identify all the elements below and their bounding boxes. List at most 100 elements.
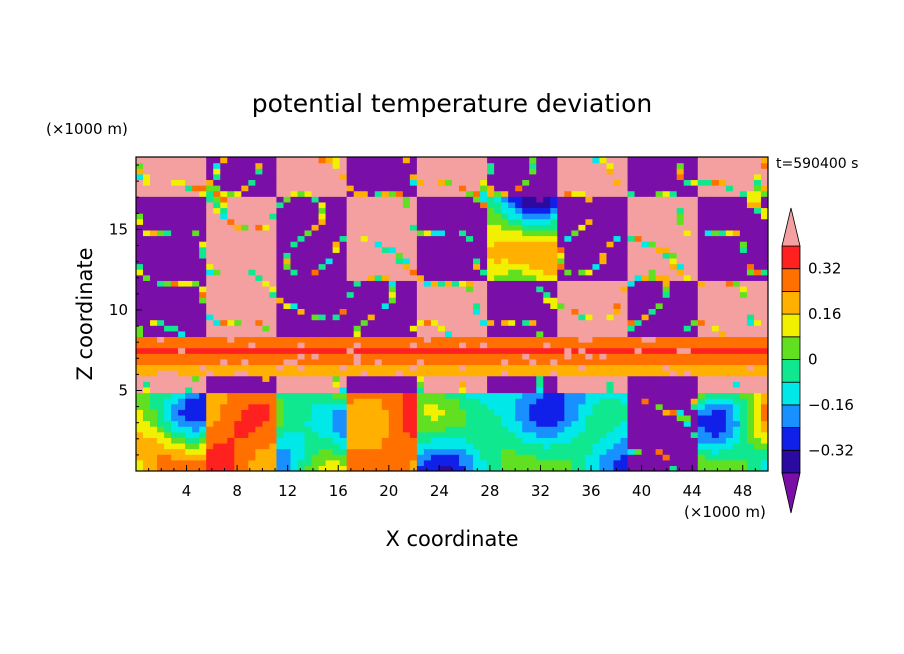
field-cell: [592, 353, 601, 360]
field-cell: [374, 213, 383, 220]
field-cell: [276, 364, 285, 371]
field-cell: [739, 414, 748, 422]
field-cell: [248, 442, 256, 450]
field-cell: [213, 409, 221, 416]
field-cell: [550, 246, 558, 253]
field-cell: [529, 381, 537, 388]
field-cell: [529, 353, 537, 360]
field-cell: [395, 190, 404, 197]
field-cell: [557, 319, 565, 326]
field-cell: [430, 364, 439, 371]
field-cell: [353, 459, 362, 466]
field-cell: [683, 370, 692, 377]
field-cell: [683, 414, 692, 422]
field-cell: [157, 336, 165, 343]
field-cell: [297, 437, 306, 444]
field-cell: [662, 392, 671, 399]
field-cell: [697, 229, 706, 237]
field-cell: [536, 207, 544, 214]
field-cell: [690, 336, 699, 343]
field-cell: [669, 431, 678, 438]
field-cell: [655, 207, 664, 214]
field-cell: [515, 252, 523, 259]
field-cell: [536, 442, 544, 450]
field-cell: [599, 414, 608, 422]
field-cell: [339, 291, 348, 298]
field-cell: [360, 185, 369, 192]
field-cell: [690, 459, 699, 466]
field-cell: [381, 364, 390, 371]
field-cell: [150, 330, 158, 338]
field-cell: [185, 370, 193, 377]
field-cell: [613, 403, 622, 410]
field-cell: [353, 173, 362, 181]
field-cell: [578, 173, 587, 181]
field-cell: [332, 280, 341, 287]
field-cell: [508, 386, 516, 394]
field-cell: [388, 353, 397, 360]
field-cell: [283, 257, 292, 265]
field-cell: [473, 358, 481, 366]
field-cell: [416, 353, 425, 360]
field-cell: [536, 179, 544, 186]
field-cell: [157, 347, 165, 354]
field-cell: [466, 398, 474, 405]
field-cell: [648, 364, 657, 371]
field-cell: [473, 414, 481, 422]
field-cell: [508, 420, 516, 427]
field-cell: [171, 454, 179, 461]
field-cell: [557, 179, 565, 186]
field-cell: [508, 162, 516, 169]
field-cell: [423, 213, 432, 220]
field-cell: [234, 224, 242, 231]
field-cell: [501, 280, 509, 287]
field-cell: [599, 207, 608, 214]
field-cell: [437, 358, 446, 366]
field-cell: [332, 252, 341, 259]
field-cell: [150, 229, 158, 237]
field-cell: [332, 370, 341, 377]
field-cell: [732, 319, 741, 326]
field-cell: [178, 179, 186, 186]
field-cell: [199, 229, 207, 237]
field-cell: [402, 201, 411, 209]
field-cell: [473, 375, 481, 382]
field-cell: [430, 420, 439, 427]
field-cell: [346, 426, 355, 433]
field-cell: [325, 179, 334, 186]
field-cell: [178, 235, 186, 242]
field-cell: [550, 218, 558, 225]
field-cell: [255, 235, 263, 242]
field-cell: [388, 218, 397, 225]
field-cell: [550, 454, 558, 461]
field-cell: [325, 381, 334, 388]
field-cell: [515, 229, 523, 237]
field-cell: [697, 398, 706, 405]
field-cell: [683, 347, 692, 354]
field-cell: [192, 291, 200, 298]
field-cell: [459, 465, 467, 471]
field-cell: [402, 285, 411, 293]
field-cell: [353, 342, 362, 349]
field-cell: [690, 398, 699, 405]
field-cell: [430, 342, 439, 349]
field-cell: [753, 201, 762, 209]
field-cell: [213, 162, 221, 169]
field-cell: [402, 370, 411, 377]
field-cell: [487, 291, 495, 298]
field-cell: [220, 168, 228, 175]
field-cell: [550, 426, 558, 433]
field-cell: [409, 207, 418, 214]
field-cell: [690, 157, 699, 164]
field-cell: [192, 196, 200, 203]
field-cell: [143, 381, 151, 388]
field-cell: [185, 364, 193, 371]
field-cell: [655, 179, 664, 186]
field-cell: [571, 285, 579, 293]
field-cell: [374, 353, 383, 360]
field-cell: [690, 257, 699, 265]
field-cell: [515, 392, 523, 399]
field-cell: [143, 319, 151, 326]
field-cell: [360, 325, 369, 332]
field-cell: [164, 375, 172, 382]
